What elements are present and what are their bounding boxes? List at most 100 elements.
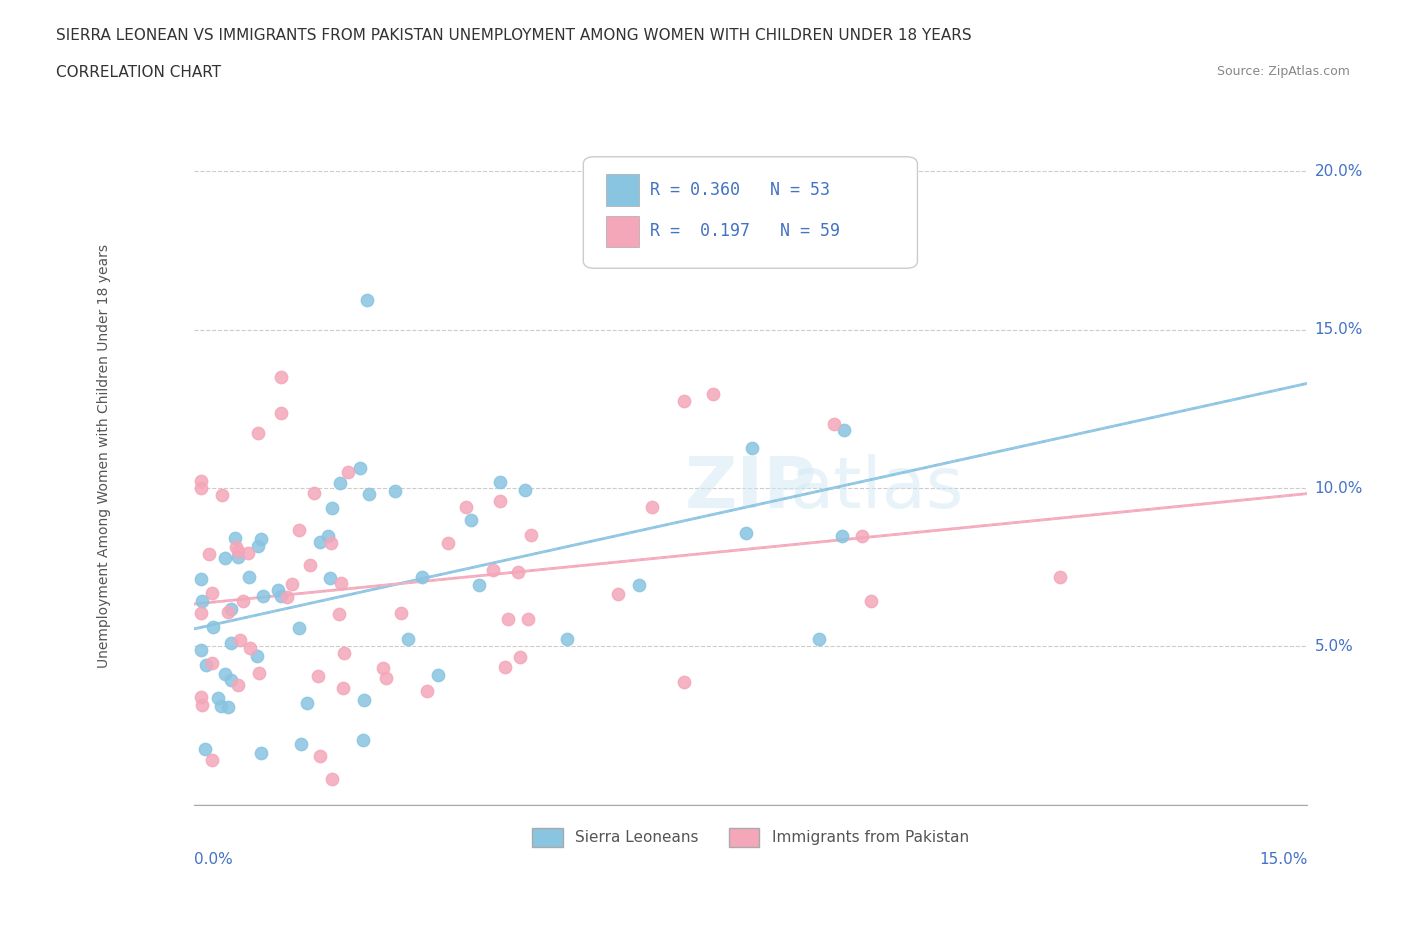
Immigrants from Pakistan	[321, 772, 343, 787]
Sierra Leoneans	[741, 441, 763, 456]
Immigrants from Pakistan	[641, 499, 664, 514]
Immigrants from Pakistan	[332, 645, 354, 660]
Immigrants from Pakistan	[389, 605, 412, 620]
Sierra Leoneans	[290, 737, 312, 751]
Sierra Leoneans	[224, 531, 246, 546]
Sierra Leoneans	[426, 668, 449, 683]
Immigrants from Pakistan	[702, 386, 724, 401]
Immigrants from Pakistan	[232, 593, 254, 608]
Immigrants from Pakistan	[302, 485, 325, 500]
Immigrants from Pakistan	[246, 426, 269, 441]
Immigrants from Pakistan	[299, 558, 322, 573]
Text: R =  0.197   N = 59: R = 0.197 N = 59	[650, 222, 841, 240]
Text: 5.0%: 5.0%	[1315, 639, 1354, 654]
Immigrants from Pakistan	[229, 632, 252, 647]
Immigrants from Pakistan	[201, 656, 224, 671]
Sierra Leoneans	[356, 293, 378, 308]
Immigrants from Pakistan	[226, 678, 249, 693]
Immigrants from Pakistan	[859, 593, 882, 608]
Immigrants from Pakistan	[276, 589, 298, 604]
Sierra Leoneans	[489, 474, 512, 489]
Sierra Leoneans	[832, 422, 855, 437]
Sierra Leoneans	[221, 602, 243, 617]
Immigrants from Pakistan	[496, 612, 519, 627]
Text: atlas: atlas	[789, 454, 963, 523]
Sierra Leoneans	[384, 484, 406, 498]
Sierra Leoneans	[246, 538, 269, 553]
Sierra Leoneans	[250, 532, 273, 547]
Sierra Leoneans	[808, 631, 831, 646]
Immigrants from Pakistan	[330, 576, 353, 591]
Text: SIERRA LEONEAN VS IMMIGRANTS FROM PAKISTAN UNEMPLOYMENT AMONG WOMEN WITH CHILDRE: SIERRA LEONEAN VS IMMIGRANTS FROM PAKIST…	[56, 28, 972, 43]
Immigrants from Pakistan	[456, 499, 478, 514]
Sierra Leoneans	[359, 486, 381, 501]
Text: CORRELATION CHART: CORRELATION CHART	[56, 65, 221, 80]
Immigrants from Pakistan	[321, 536, 343, 551]
Sierra Leoneans	[250, 746, 273, 761]
Immigrants from Pakistan	[506, 565, 529, 579]
Sierra Leoneans	[309, 535, 332, 550]
Text: R = 0.360   N = 53: R = 0.360 N = 53	[650, 180, 830, 198]
Immigrants from Pakistan	[226, 543, 249, 558]
Immigrants from Pakistan	[673, 394, 696, 409]
Sierra Leoneans	[513, 483, 536, 498]
Sierra Leoneans	[734, 525, 756, 540]
Sierra Leoneans	[207, 690, 229, 705]
Immigrants from Pakistan	[270, 405, 292, 420]
Immigrants from Pakistan	[190, 473, 212, 488]
Sierra Leoneans	[190, 572, 212, 587]
Sierra Leoneans	[252, 589, 274, 604]
Immigrants from Pakistan	[247, 666, 270, 681]
Sierra Leoneans	[270, 589, 292, 604]
Bar	[606, 174, 638, 206]
Text: Unemployment Among Women with Children Under 18 years: Unemployment Among Women with Children U…	[97, 245, 111, 669]
Sierra Leoneans	[214, 551, 236, 565]
Immigrants from Pakistan	[201, 586, 224, 601]
Sierra Leoneans	[295, 696, 318, 711]
Immigrants from Pakistan	[416, 684, 439, 698]
Sierra Leoneans	[219, 673, 242, 688]
Immigrants from Pakistan	[288, 523, 311, 538]
Immigrants from Pakistan	[673, 675, 696, 690]
Sierra Leoneans	[214, 667, 236, 682]
Immigrants from Pakistan	[374, 671, 396, 685]
Immigrants from Pakistan	[482, 563, 505, 578]
Immigrants from Pakistan	[190, 606, 212, 621]
Text: 15.0%: 15.0%	[1315, 322, 1362, 338]
Sierra Leoneans	[287, 620, 309, 635]
Sierra Leoneans	[321, 501, 343, 516]
Immigrants from Pakistan	[239, 641, 262, 656]
Legend: Sierra Leoneans, Immigrants from Pakistan: Sierra Leoneans, Immigrants from Pakista…	[526, 822, 974, 853]
Sierra Leoneans	[468, 578, 491, 592]
Sierra Leoneans	[191, 593, 214, 608]
Immigrants from Pakistan	[197, 547, 219, 562]
Sierra Leoneans	[352, 733, 374, 748]
Text: ZIP: ZIP	[685, 454, 817, 523]
Sierra Leoneans	[628, 578, 651, 592]
Text: 20.0%: 20.0%	[1315, 164, 1362, 179]
Immigrants from Pakistan	[201, 752, 224, 767]
Immigrants from Pakistan	[437, 536, 460, 551]
Immigrants from Pakistan	[236, 546, 259, 561]
Immigrants from Pakistan	[190, 689, 212, 704]
Immigrants from Pakistan	[211, 487, 233, 502]
Sierra Leoneans	[217, 699, 239, 714]
Sierra Leoneans	[329, 475, 352, 490]
Sierra Leoneans	[349, 460, 371, 475]
Immigrants from Pakistan	[217, 605, 239, 620]
Immigrants from Pakistan	[489, 494, 512, 509]
Immigrants from Pakistan	[520, 527, 543, 542]
Immigrants from Pakistan	[190, 481, 212, 496]
Sierra Leoneans	[267, 582, 290, 597]
Sierra Leoneans	[319, 571, 342, 586]
Sierra Leoneans	[555, 631, 578, 646]
Immigrants from Pakistan	[1049, 570, 1071, 585]
Sierra Leoneans	[411, 569, 433, 584]
Immigrants from Pakistan	[328, 607, 350, 622]
Text: Source: ZipAtlas.com: Source: ZipAtlas.com	[1216, 65, 1350, 78]
Immigrants from Pakistan	[823, 417, 845, 432]
Immigrants from Pakistan	[516, 612, 538, 627]
Sierra Leoneans	[396, 631, 419, 646]
Sierra Leoneans	[831, 529, 853, 544]
Sierra Leoneans	[226, 550, 249, 565]
